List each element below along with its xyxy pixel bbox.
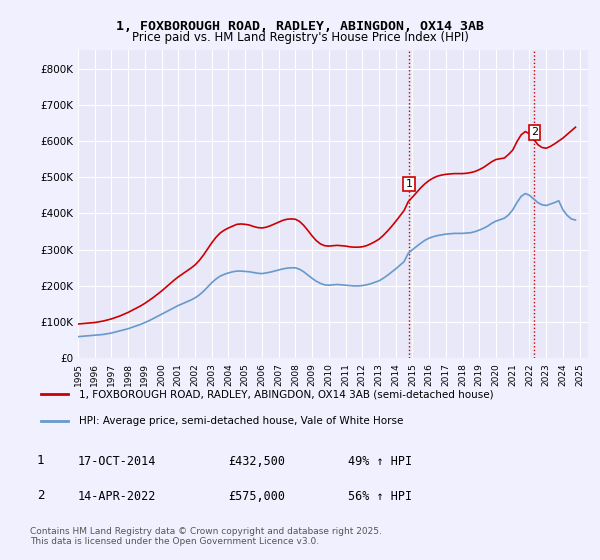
Text: 1, FOXBOROUGH ROAD, RADLEY, ABINGDON, OX14 3AB (semi-detached house): 1, FOXBOROUGH ROAD, RADLEY, ABINGDON, OX… [79,389,493,399]
Text: 1, FOXBOROUGH ROAD, RADLEY, ABINGDON, OX14 3AB: 1, FOXBOROUGH ROAD, RADLEY, ABINGDON, OX… [116,20,484,32]
Text: Contains HM Land Registry data © Crown copyright and database right 2025.
This d: Contains HM Land Registry data © Crown c… [30,526,382,546]
Text: 2: 2 [37,489,44,502]
Text: 17-OCT-2014: 17-OCT-2014 [78,455,157,468]
Text: 56% ↑ HPI: 56% ↑ HPI [348,490,412,503]
Text: Price paid vs. HM Land Registry's House Price Index (HPI): Price paid vs. HM Land Registry's House … [131,31,469,44]
Text: 1: 1 [37,454,44,467]
Text: HPI: Average price, semi-detached house, Vale of White Horse: HPI: Average price, semi-detached house,… [79,416,403,426]
Text: £432,500: £432,500 [228,455,285,468]
Text: 14-APR-2022: 14-APR-2022 [78,490,157,503]
Text: 2: 2 [531,127,538,137]
Text: 1: 1 [406,179,413,189]
Text: £575,000: £575,000 [228,490,285,503]
Text: 49% ↑ HPI: 49% ↑ HPI [348,455,412,468]
